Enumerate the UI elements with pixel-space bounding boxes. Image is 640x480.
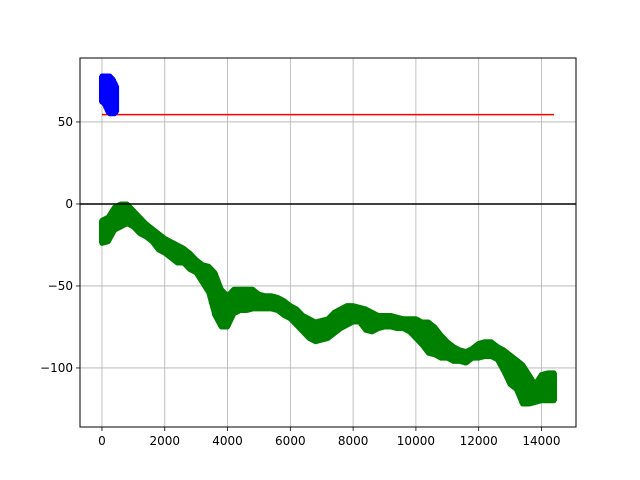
plot-frame — [79, 57, 577, 428]
x-tick-label: 8000 — [338, 434, 369, 448]
x-tick-label: 6000 — [275, 434, 306, 448]
x-tick-label: 14000 — [522, 434, 560, 448]
y-tick-label: −50 — [48, 279, 73, 293]
x-tick-label: 0 — [98, 434, 106, 448]
x-tick-label: 2000 — [149, 434, 180, 448]
x-tick-label: 4000 — [212, 434, 243, 448]
x-tick-label: 12000 — [460, 434, 498, 448]
series-layer — [98, 73, 558, 407]
y-tick-label: −100 — [40, 361, 73, 375]
grid-layer — [80, 58, 576, 427]
y-tick-label: 50 — [58, 115, 73, 129]
x-tick-label: 10000 — [397, 434, 435, 448]
tick-layer: 0 2000 4000 6000 8000 10000 12000 14000 50 0 −50 −1… — [40, 115, 561, 448]
y-tick-label: 0 — [65, 197, 73, 211]
